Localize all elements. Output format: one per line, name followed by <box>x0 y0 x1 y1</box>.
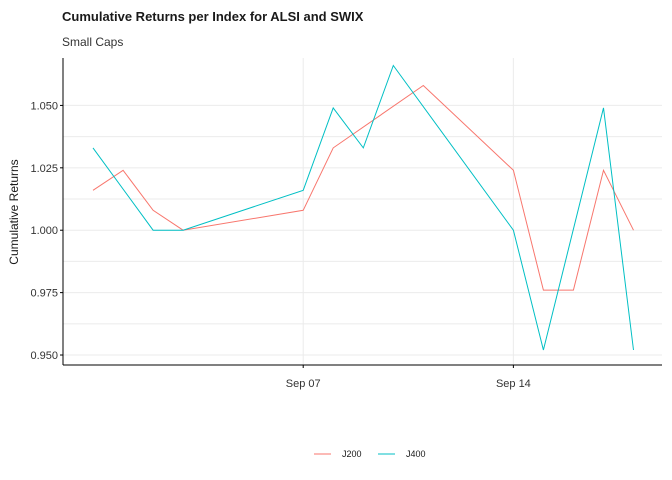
x-tick-label: Sep 14 <box>496 378 531 390</box>
grid <box>63 58 662 365</box>
y-axis-label: Cumulative Returns <box>7 159 21 264</box>
legend-label-j200: J200 <box>342 449 362 459</box>
y-tick-label: 1.025 <box>30 163 58 175</box>
chart-subtitle: Small Caps <box>62 35 123 49</box>
chart-title: Cumulative Returns per Index for ALSI an… <box>62 9 364 24</box>
y-tick-label: 0.950 <box>30 350 58 362</box>
legend: J200 J400 <box>314 449 426 459</box>
y-tick-label: 1.050 <box>30 100 58 112</box>
y-axis-ticks: 0.950 0.975 1.000 1.025 1.050 <box>30 100 63 362</box>
series-line-j400 <box>92 64 634 351</box>
series-lines <box>92 64 634 351</box>
x-tick-label: Sep 07 <box>286 378 321 390</box>
legend-label-j400: J400 <box>406 449 426 459</box>
series-line-j200 <box>92 84 634 291</box>
y-tick-label: 0.975 <box>30 288 58 300</box>
y-tick-label: 1.000 <box>30 225 58 237</box>
x-axis-ticks: Sep 07 Sep 14 <box>286 365 531 390</box>
